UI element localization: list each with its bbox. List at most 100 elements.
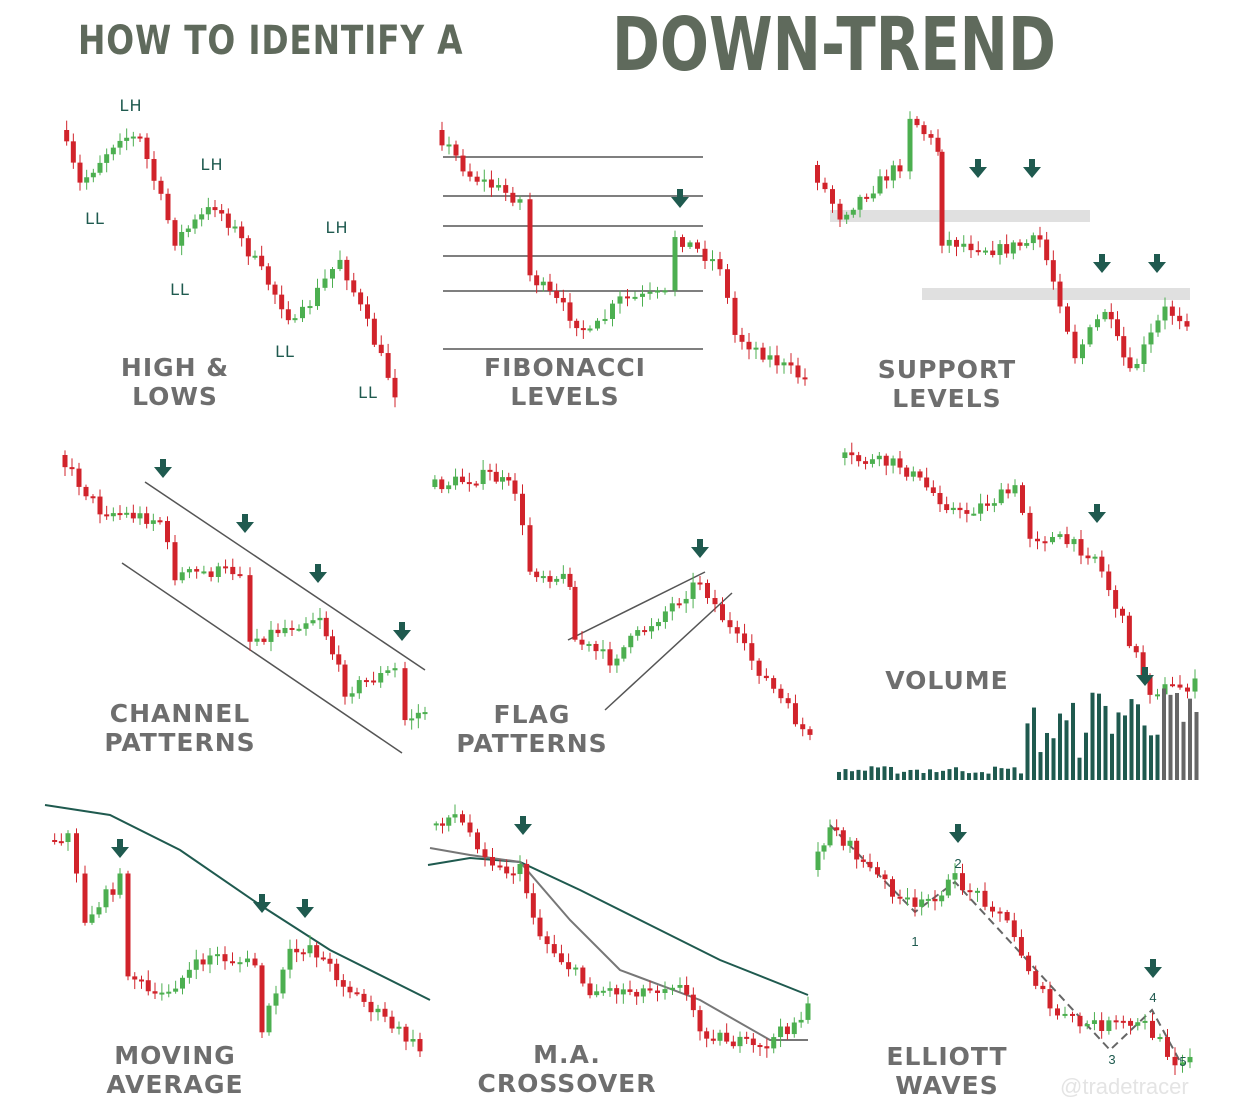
candle-body bbox=[1005, 489, 1011, 494]
candle-body bbox=[695, 242, 700, 249]
candle-body bbox=[289, 627, 295, 630]
candle-body bbox=[415, 712, 421, 719]
candle-body bbox=[704, 1031, 710, 1039]
candle-body bbox=[219, 210, 225, 214]
candle-body bbox=[558, 953, 564, 963]
volume-bar bbox=[850, 771, 854, 780]
volume-bar bbox=[1064, 720, 1069, 780]
candle-body bbox=[84, 177, 90, 183]
volume-bar bbox=[1155, 734, 1160, 780]
candle-body bbox=[110, 147, 116, 155]
candle-body bbox=[396, 1026, 402, 1029]
candle-body bbox=[340, 980, 346, 987]
candle-body bbox=[924, 477, 930, 488]
moving-average-line bbox=[44, 804, 431, 1001]
down-arrow-icon bbox=[296, 899, 314, 918]
candle-body bbox=[208, 571, 214, 577]
candle-body bbox=[897, 165, 903, 172]
candle-body bbox=[1121, 336, 1127, 358]
candle-body bbox=[510, 873, 516, 876]
candle-body bbox=[510, 192, 516, 203]
volume-bar bbox=[1123, 715, 1127, 780]
candle-body bbox=[165, 193, 171, 221]
candle-body bbox=[788, 362, 794, 366]
candle-body bbox=[1004, 912, 1010, 921]
candle-body bbox=[753, 347, 759, 350]
candle-body bbox=[840, 830, 846, 846]
candle-body bbox=[349, 693, 355, 697]
candle-body bbox=[634, 991, 640, 997]
candle-body bbox=[351, 280, 357, 293]
down-arrow-icon bbox=[1023, 159, 1041, 178]
lower-high-label: LH bbox=[200, 155, 224, 174]
flag-upper-line bbox=[567, 571, 706, 641]
candle-body bbox=[323, 617, 329, 637]
candle-body bbox=[1113, 590, 1119, 609]
candle-body bbox=[272, 284, 278, 295]
candle-body bbox=[1126, 615, 1132, 647]
candle-body bbox=[935, 137, 941, 152]
candle-body bbox=[97, 496, 103, 515]
candle-body bbox=[83, 486, 89, 497]
candle-body bbox=[627, 989, 633, 992]
candle-body bbox=[172, 220, 178, 246]
candle-body bbox=[261, 638, 267, 642]
candle-body bbox=[1055, 1008, 1060, 1016]
candle-body bbox=[1177, 315, 1183, 322]
candle-body bbox=[493, 471, 499, 482]
candle-body bbox=[914, 118, 920, 126]
candle-body bbox=[635, 630, 641, 636]
candle-body bbox=[90, 172, 96, 178]
candle-body bbox=[961, 243, 967, 247]
volume-bar bbox=[1084, 732, 1088, 780]
candle-body bbox=[655, 622, 661, 627]
candle-body bbox=[392, 668, 398, 671]
candle-body bbox=[1142, 1020, 1148, 1023]
volume-bar bbox=[941, 770, 945, 780]
candle-body bbox=[520, 493, 525, 526]
candle-body bbox=[1070, 1013, 1075, 1016]
candle-body bbox=[730, 1041, 736, 1047]
candle-body bbox=[800, 724, 806, 730]
candle-body bbox=[798, 1019, 804, 1023]
candle-body bbox=[785, 698, 791, 704]
candle-body bbox=[487, 469, 493, 472]
candle-body bbox=[946, 239, 952, 246]
candle-body bbox=[275, 629, 281, 634]
candle-body bbox=[268, 629, 274, 642]
candle-body bbox=[642, 630, 648, 633]
label-ma-crossover: M.A. CROSSOVER bbox=[477, 1040, 657, 1098]
candle-body bbox=[139, 979, 144, 982]
candle-body bbox=[363, 680, 369, 683]
candle-body bbox=[110, 513, 116, 517]
candle-body bbox=[145, 980, 151, 992]
lower-high-label: LH bbox=[119, 96, 143, 115]
candle-body bbox=[64, 130, 70, 142]
volume-bar bbox=[980, 772, 984, 780]
candle-body bbox=[1004, 244, 1010, 254]
candle-body bbox=[884, 176, 890, 181]
candle-body bbox=[1010, 242, 1016, 254]
candle-body bbox=[1050, 536, 1055, 543]
candle-body bbox=[670, 987, 675, 990]
volume-bar bbox=[1168, 694, 1173, 780]
candle-body bbox=[409, 718, 415, 721]
candle-body bbox=[764, 1046, 770, 1049]
candle-body bbox=[77, 162, 83, 183]
candle-body bbox=[998, 489, 1004, 504]
candle-body bbox=[795, 365, 801, 378]
volume-bar bbox=[1136, 704, 1140, 780]
candle-body bbox=[904, 467, 910, 477]
candle-body bbox=[259, 965, 265, 1033]
candle-body bbox=[446, 817, 452, 826]
candle-body bbox=[720, 604, 725, 621]
candle-body bbox=[488, 179, 494, 188]
label-support: SUPPORT LEVELS bbox=[877, 355, 1017, 413]
candle-body bbox=[336, 654, 342, 665]
candle-body bbox=[697, 1010, 703, 1032]
candle-body bbox=[1017, 242, 1023, 246]
candle-body bbox=[237, 574, 243, 577]
candle-body bbox=[690, 994, 696, 1011]
candle-body bbox=[683, 598, 689, 604]
candle-body bbox=[524, 863, 530, 894]
